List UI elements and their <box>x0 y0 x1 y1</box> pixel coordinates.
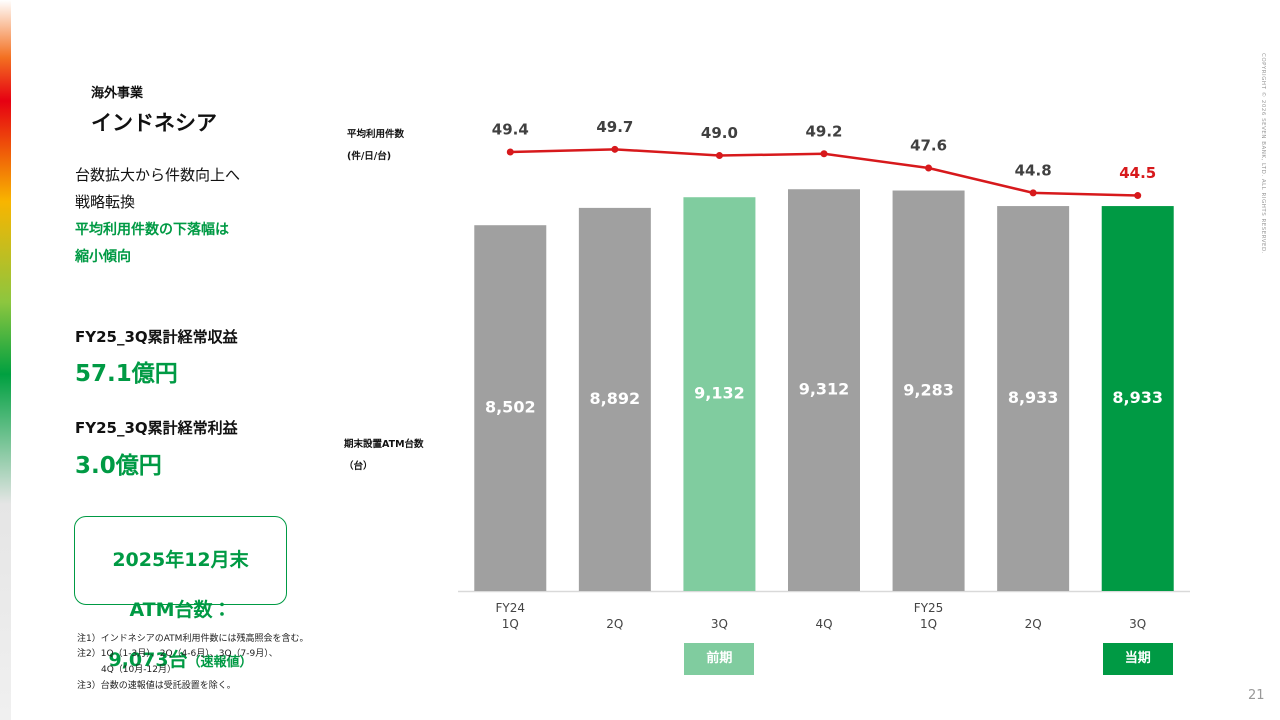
kpi-value: 57.1億円 <box>75 361 178 387</box>
kpi-label: FY25_3Q累計経常利益 <box>75 419 238 437</box>
slide-title: インドネシア <box>91 111 217 135</box>
x-tick-label: 4Q <box>815 617 833 631</box>
bar-value-label: 8,892 <box>590 389 641 408</box>
line-point <box>820 150 828 158</box>
bar-value-label: 8,502 <box>485 398 536 417</box>
x-tick-label: FY24 1Q <box>495 601 526 631</box>
x-tick-label: FY25 1Q <box>913 601 944 631</box>
summary-line: 戦略転換 <box>75 193 136 211</box>
decor-strip <box>0 0 11 720</box>
footnote: 注3）台数の速報値は受託設置を除く。 <box>77 681 236 691</box>
section-label: 海外事業 <box>91 86 144 101</box>
kpi-value: 3.0億円 <box>75 453 162 479</box>
callout-line: 2025年12月末 <box>112 549 249 571</box>
line-point <box>715 152 723 160</box>
line-value-label: 49.4 <box>492 120 529 138</box>
bar <box>788 189 860 591</box>
kpi-label: FY25_3Q累計経常収益 <box>75 328 238 346</box>
period-tag: 当期 <box>1102 643 1173 675</box>
line-point <box>611 145 619 153</box>
summary-highlight: 縮小傾向 <box>75 249 131 265</box>
callout-note: （速報値） <box>187 655 253 670</box>
x-tick-label: 3Q <box>1129 617 1147 631</box>
line-point <box>1029 189 1037 197</box>
bar <box>474 225 547 592</box>
line-point <box>1134 192 1142 200</box>
bar-value-label: 8,933 <box>1112 388 1163 407</box>
x-tick-label: 3Q <box>710 617 728 631</box>
callout-value: 9,073台 <box>108 649 188 671</box>
line-value-label: 47.6 <box>910 136 947 154</box>
line-value-label: 49.2 <box>805 122 842 140</box>
x-tick-label: 2Q <box>606 617 624 631</box>
x-tick-label: 2Q <box>1024 617 1042 631</box>
callout-box: 2025年12月末 ATM台数： 9,073台（速報値） <box>74 516 287 671</box>
bar-value-label: 9,283 <box>903 380 954 399</box>
line-value-label: 44.8 <box>1015 161 1052 179</box>
bar-value-label: 9,132 <box>694 384 745 403</box>
line-point <box>925 164 933 172</box>
callout-line: ATM台数： <box>129 599 232 621</box>
footnote: 注1）インドネシアのATM利用件数には残高照会を含む。 <box>77 634 309 644</box>
series-name: 平均利用件数 (件/日/台) <box>347 129 405 162</box>
footnote: 注2）1Q（1-3月）、2Q（4-6月）、3Q（7-9月）、 <box>77 649 278 659</box>
summary-line: 台数拡大から件数向上へ <box>75 166 241 184</box>
line-value-label: 49.0 <box>701 124 738 142</box>
line-value-label: 44.5 <box>1119 164 1156 182</box>
line-point <box>506 148 514 156</box>
line-value-label: 49.7 <box>596 118 633 136</box>
footnote: 4Q（10月-12月） <box>101 665 176 675</box>
bar <box>997 206 1070 591</box>
bar-value-label: 9,312 <box>799 380 850 399</box>
bar <box>1101 206 1174 591</box>
page-number: 21 <box>1248 688 1265 703</box>
callout-value-row: 9,073台（速報値） <box>75 648 286 675</box>
summary-highlight: 平均利用件数の下落幅は <box>75 222 229 238</box>
bar <box>683 197 756 591</box>
series-name: 期末設置ATM台数 （台） <box>344 439 424 472</box>
bar <box>578 207 651 591</box>
bar <box>892 190 965 591</box>
period-tag: 前期 <box>684 643 755 675</box>
bar-value-label: 8,933 <box>1008 388 1059 407</box>
